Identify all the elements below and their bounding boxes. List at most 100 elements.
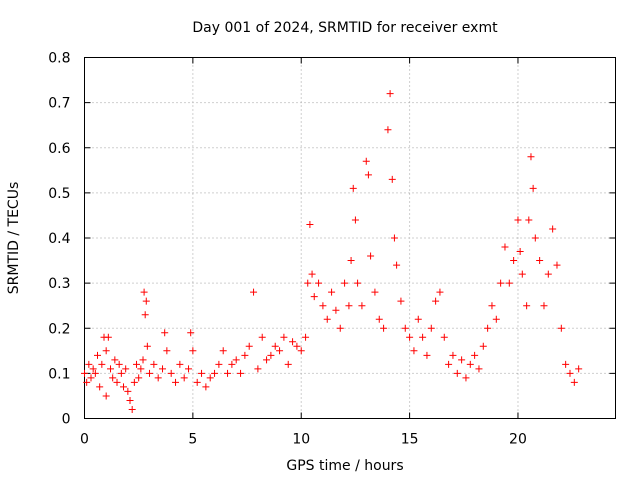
x-tick-label: 5 bbox=[188, 432, 197, 448]
data-point bbox=[176, 360, 184, 368]
data-point bbox=[432, 297, 440, 305]
data-point bbox=[211, 369, 219, 377]
data-point bbox=[154, 374, 162, 382]
data-point bbox=[96, 383, 104, 391]
data-point bbox=[206, 374, 214, 382]
data-point bbox=[161, 329, 169, 337]
data-point bbox=[341, 279, 349, 287]
data-point bbox=[380, 324, 388, 332]
data-point bbox=[531, 234, 539, 242]
data-point bbox=[328, 288, 336, 296]
data-point bbox=[518, 270, 526, 278]
data-point bbox=[126, 396, 134, 404]
data-point bbox=[419, 333, 427, 341]
data-point bbox=[351, 216, 359, 224]
data-point bbox=[245, 342, 253, 350]
data-point bbox=[364, 171, 372, 179]
data-point bbox=[471, 351, 479, 359]
data-point bbox=[525, 216, 533, 224]
data-point bbox=[237, 369, 245, 377]
data-point bbox=[135, 374, 143, 382]
data-point bbox=[367, 252, 375, 260]
data-point bbox=[345, 302, 353, 310]
data-point bbox=[271, 342, 279, 350]
data-point bbox=[276, 347, 284, 355]
data-point bbox=[111, 356, 119, 364]
data-point bbox=[172, 378, 180, 386]
y-tick-label: 0.7 bbox=[48, 96, 70, 112]
data-point bbox=[449, 351, 457, 359]
data-point bbox=[87, 374, 95, 382]
data-point bbox=[453, 369, 461, 377]
data-point bbox=[354, 279, 362, 287]
data-point bbox=[250, 288, 258, 296]
data-point bbox=[115, 360, 123, 368]
data-point bbox=[133, 360, 141, 368]
data-point bbox=[263, 356, 271, 364]
data-point bbox=[475, 365, 483, 373]
data-point bbox=[549, 225, 557, 233]
data-point bbox=[306, 220, 314, 228]
y-axis-label: SRMTID / TECUs bbox=[6, 182, 22, 295]
data-point bbox=[130, 378, 138, 386]
x-axis-label: GPS time / hours bbox=[286, 458, 403, 474]
data-point bbox=[484, 324, 492, 332]
data-point bbox=[347, 257, 355, 265]
data-point bbox=[302, 333, 310, 341]
data-point bbox=[107, 365, 115, 373]
data-point bbox=[167, 369, 175, 377]
data-point bbox=[284, 360, 292, 368]
data-point bbox=[280, 333, 288, 341]
data-point bbox=[315, 279, 323, 287]
y-tick-label: 0.2 bbox=[48, 321, 70, 337]
data-point bbox=[436, 288, 444, 296]
data-point bbox=[514, 216, 522, 224]
data-point bbox=[375, 315, 383, 323]
data-point bbox=[510, 257, 518, 265]
y-tick-label: 0.4 bbox=[48, 231, 70, 247]
chart-title: Day 001 of 2024, SRMTID for receiver exm… bbox=[192, 20, 498, 36]
y-tick-label: 0.8 bbox=[48, 51, 70, 67]
data-point bbox=[445, 360, 453, 368]
data-point bbox=[120, 383, 128, 391]
data-point bbox=[198, 369, 206, 377]
y-tick-label: 0.3 bbox=[48, 276, 70, 292]
data-point bbox=[146, 369, 154, 377]
data-point bbox=[141, 311, 149, 319]
data-point bbox=[143, 342, 151, 350]
data-point bbox=[410, 347, 418, 355]
data-point bbox=[332, 306, 340, 314]
data-point bbox=[397, 297, 405, 305]
data-point bbox=[128, 405, 136, 413]
data-point bbox=[81, 369, 88, 377]
data-point bbox=[163, 347, 171, 355]
data-point bbox=[458, 356, 466, 364]
data-point bbox=[492, 315, 500, 323]
data-point bbox=[109, 374, 117, 382]
data-point bbox=[544, 270, 552, 278]
data-point bbox=[557, 324, 565, 332]
data-point bbox=[390, 234, 398, 242]
data-point bbox=[308, 270, 316, 278]
x-tick-label: 0 bbox=[80, 432, 89, 448]
data-point bbox=[505, 279, 513, 287]
data-point bbox=[336, 324, 344, 332]
data-point bbox=[232, 356, 240, 364]
data-point bbox=[401, 324, 409, 332]
y-tick-label: 0.6 bbox=[48, 141, 70, 157]
data-point bbox=[536, 257, 544, 265]
data-point bbox=[142, 297, 150, 305]
data-point bbox=[319, 302, 327, 310]
data-point bbox=[566, 369, 574, 377]
data-point bbox=[83, 378, 91, 386]
y-tick-label: 0.5 bbox=[48, 186, 70, 202]
data-point bbox=[540, 302, 548, 310]
data-point bbox=[388, 175, 396, 183]
data-point bbox=[159, 365, 167, 373]
data-point bbox=[293, 342, 301, 350]
data-point bbox=[139, 356, 147, 364]
data-point bbox=[85, 360, 93, 368]
data-point bbox=[187, 329, 195, 337]
